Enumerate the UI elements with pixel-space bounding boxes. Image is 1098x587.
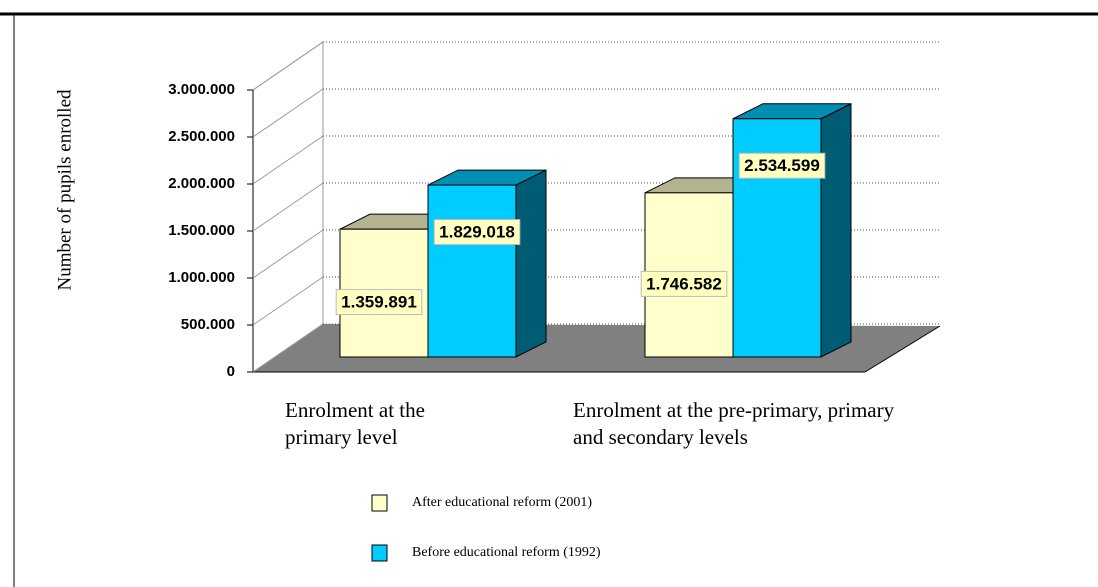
value-label-text: 2.534.599 <box>744 156 820 175</box>
bar <box>427 184 517 358</box>
value-label-text: 1.746.582 <box>646 274 722 293</box>
legend-swatch <box>371 494 388 512</box>
wall-grid-line <box>252 323 324 373</box>
y-tick-label: 0 <box>227 363 235 380</box>
legend-label: After educational reform (2001) <box>412 495 592 510</box>
value-label: 1.746.582 <box>640 270 728 297</box>
y-tick-label: 500.000 <box>181 316 235 333</box>
y-tick-label: 2.500.000 <box>168 128 235 145</box>
y-tick-label: 1.500.000 <box>168 222 235 239</box>
wall-grid-line <box>252 182 324 232</box>
y-tick-label: 3.000.000 <box>168 81 235 98</box>
legend-label: Before educational reform (1992) <box>412 545 601 560</box>
y-tick-label: 2.000.000 <box>168 175 235 192</box>
wall-grid-line <box>252 88 324 138</box>
bar-side <box>820 102 852 358</box>
y-axis-label: Number of pupils enrolled <box>54 89 75 291</box>
wall-grid-line <box>252 229 324 279</box>
wall-grid-line <box>252 276 324 326</box>
value-label: 1.829.018 <box>433 219 521 246</box>
value-label-box <box>433 219 521 246</box>
y-tick-label: 1.000.000 <box>168 269 235 286</box>
value-label-text: 1.359.891 <box>341 293 417 312</box>
wall-grid-line <box>252 41 324 91</box>
value-label: 1.359.891 <box>335 289 423 316</box>
value-label: 2.534.599 <box>738 152 826 179</box>
value-label-box <box>335 289 423 316</box>
x-axis-depth <box>864 325 941 373</box>
category-label: Enrolment at the pre-primary, primary an… <box>573 398 895 449</box>
value-label-text: 1.829.018 <box>439 223 515 242</box>
category-label: Enrolment at the primary level <box>285 398 425 449</box>
legend-swatch <box>371 544 388 562</box>
wall-grid-line <box>252 135 324 185</box>
value-label-box <box>640 270 728 297</box>
bar-side <box>515 169 547 358</box>
value-label-box <box>738 152 826 179</box>
